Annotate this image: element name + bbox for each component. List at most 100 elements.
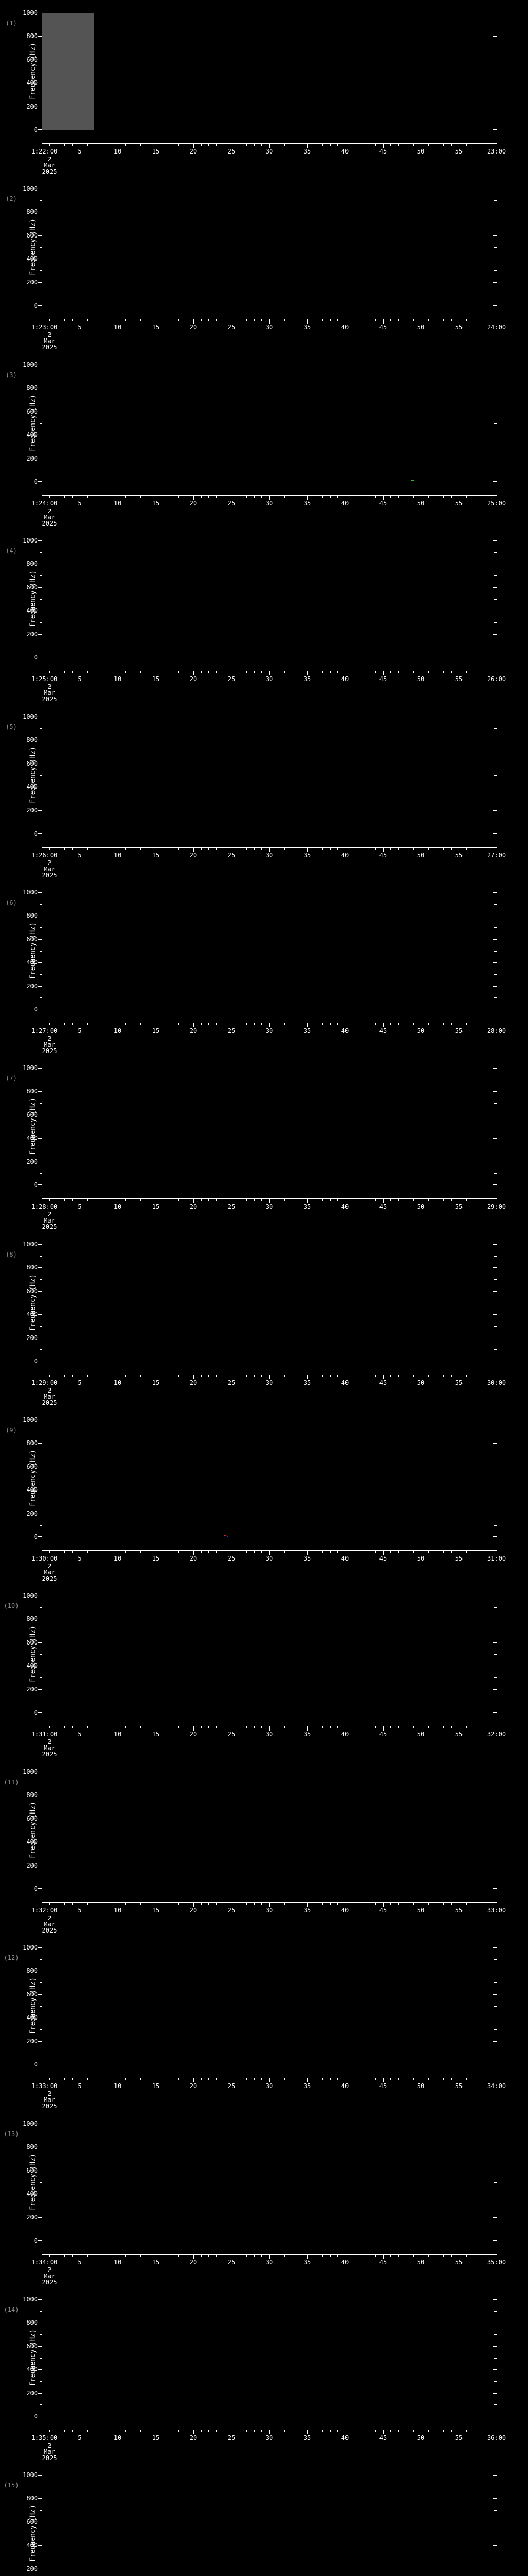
y-tick-label: 800	[26, 1439, 38, 1447]
x-axis-minor-tick	[64, 1903, 65, 1905]
x-axis-major-tick	[269, 1199, 270, 1203]
x-axis-minor-tick	[330, 1023, 331, 1025]
x-axis-minor-tick	[466, 2430, 467, 2432]
x-axis-minor-tick	[246, 671, 247, 673]
x-axis-minor-tick	[466, 671, 467, 673]
x-axis-line	[42, 1198, 497, 1203]
x-axis-minor-tick	[284, 848, 285, 850]
y-axis-major-tick	[38, 892, 42, 893]
x-axis-major-tick	[383, 1551, 384, 1555]
x-axis-major-tick	[269, 319, 270, 324]
x-axis-minor-tick	[140, 1199, 141, 1201]
x-axis-major-tick	[383, 1726, 384, 1731]
panel-number-label: (2)	[6, 195, 17, 202]
y-tick-label: 800	[26, 1264, 38, 1271]
panel-number-label: (6)	[6, 899, 17, 906]
x-axis-line	[42, 1902, 497, 1907]
y-axis-minor-tick	[40, 1654, 42, 1655]
y-axis-major-tick-right	[493, 305, 497, 306]
x-axis-minor-tick	[322, 1903, 323, 1905]
date-label-line: 2025	[42, 872, 57, 879]
x-axis-minor-tick	[375, 496, 376, 498]
x-axis-minor-tick	[125, 1023, 126, 1025]
data-point-speck	[227, 1536, 228, 1537]
y-axis-major-tick	[38, 1068, 42, 1069]
y-axis-major-tick	[38, 1091, 42, 1092]
x-axis-minor-tick	[398, 671, 399, 673]
y-tick-label: 800	[26, 736, 38, 743]
y-axis-major-tick	[38, 1947, 42, 1948]
date-label-line: 2025	[42, 1047, 57, 1055]
x-axis-minor-tick	[178, 1903, 179, 1905]
y-axis-major-tick	[38, 2369, 42, 2370]
y-tick-label: 400	[26, 2366, 38, 2373]
y-axis-major-tick-right	[493, 1184, 497, 1185]
y-tick-label: 1000	[23, 1768, 38, 1775]
y-tick-label: 600	[26, 1463, 38, 1470]
x-axis-minor-tick	[330, 671, 331, 673]
x-axis-minor-tick	[216, 1903, 217, 1905]
x-tick-label-minute: 20	[189, 324, 197, 331]
x-tick-label-minute: 55	[455, 1027, 463, 1035]
x-tick-label-minute: 45	[379, 1203, 387, 1210]
y-axis-minor-tick-right	[494, 1654, 497, 1655]
y-axis-minor-tick-right	[494, 599, 497, 600]
x-tick-label-minute: 45	[379, 324, 387, 331]
x-axis-minor-tick	[178, 2430, 179, 2432]
x-axis-minor-tick	[216, 2078, 217, 2080]
x-tick-label-end: 23:00	[487, 148, 506, 155]
x-tick-label-minute: 10	[113, 852, 122, 859]
y-tick-label: 400	[26, 783, 38, 790]
x-axis-minor-tick	[413, 1199, 414, 1201]
x-axis-minor-tick	[413, 1551, 414, 1553]
x-tick-label-minute: 50	[417, 324, 425, 331]
plot-area	[38, 1068, 497, 1185]
x-axis-minor-tick	[201, 1375, 202, 1377]
y-axis-title: Frequency (Hz)	[29, 2505, 37, 2562]
x-axis-minor-tick	[330, 496, 331, 498]
y-tick-label: 800	[26, 1791, 38, 1799]
x-tick-label-minute: 25	[227, 1555, 236, 1562]
x-axis-minor-tick	[322, 2430, 323, 2432]
y-axis-major-tick	[38, 1642, 42, 1643]
x-axis-minor-tick	[466, 1375, 467, 1377]
x-tick-label-minute: 15	[152, 2259, 160, 2266]
y-tick-label: 0	[34, 2237, 38, 2244]
x-axis-minor-tick	[375, 144, 376, 146]
y-axis-minor-tick-right	[494, 1256, 497, 1257]
x-tick-label-minute: 50	[417, 2259, 425, 2266]
x-tick-label-minute: 40	[341, 500, 349, 507]
y-axis-minor-tick	[40, 2029, 42, 2030]
x-tick-label-minute: 50	[417, 2434, 425, 2442]
x-axis-minor-tick	[261, 848, 262, 850]
x-axis-minor-tick	[330, 1726, 331, 1728]
x-axis-minor-tick	[284, 2430, 285, 2432]
x-tick-label-minute: 35	[303, 1907, 311, 1914]
x-tick-label-minute: 50	[417, 1027, 425, 1035]
x-axis-major-tick	[307, 1375, 308, 1379]
x-axis-minor-tick	[428, 671, 429, 673]
panel-number-label: (5)	[6, 723, 17, 731]
x-tick-label-minute: 10	[113, 2434, 122, 2442]
x-tick-label-minute: 25	[227, 2082, 236, 2090]
x-tick-label-minute: 15	[152, 1379, 160, 1386]
y-axis-minor-tick	[40, 2334, 42, 2335]
y-tick-label: 600	[26, 1111, 38, 1118]
date-label-line: 2	[47, 156, 52, 163]
x-axis-minor-tick	[428, 1551, 429, 1553]
y-tick-label: 200	[26, 631, 38, 638]
x-axis-minor-tick	[64, 1023, 65, 1025]
x-axis-minor-tick	[178, 1726, 179, 1728]
date-label-line: 2	[47, 1211, 52, 1218]
x-tick-label-start: 1:34:00	[31, 2259, 58, 2266]
x-axis-minor-tick	[428, 1023, 429, 1025]
x-tick-label-minute: 25	[227, 500, 236, 507]
x-axis-major-tick	[269, 144, 270, 148]
x-tick-label-minute: 30	[265, 2082, 273, 2090]
x-axis-major-tick	[307, 1551, 308, 1555]
x-axis-minor-tick	[413, 1375, 414, 1377]
x-tick-label-minute: 20	[189, 1027, 197, 1035]
x-axis-minor-tick	[72, 671, 73, 673]
x-axis-minor-tick	[140, 1023, 141, 1025]
y-tick-label: 1000	[23, 185, 38, 192]
